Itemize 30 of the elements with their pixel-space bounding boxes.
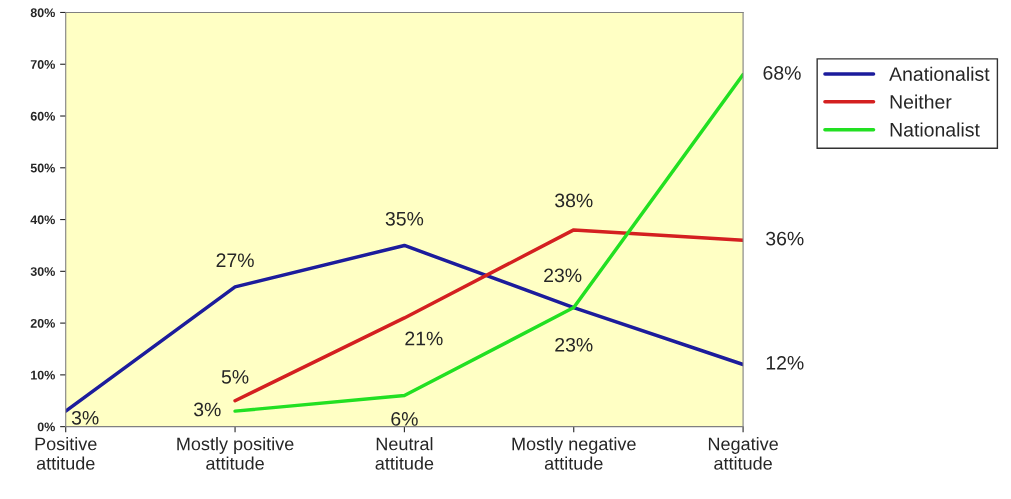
y-tick-label: 30% — [30, 267, 55, 276]
y-tick-label: 70% — [30, 60, 55, 69]
y-tick-label: 0% — [37, 422, 55, 432]
y-tick-label: 40% — [30, 215, 55, 225]
x-tick-label: Mostly positive attitude — [177, 437, 294, 470]
data-label: 36% — [766, 231, 804, 246]
y-tick-label: 60% — [30, 111, 55, 121]
data-label: 6% — [391, 412, 418, 426]
data-label: 23% — [544, 268, 582, 283]
legend-label: Anationalist — [889, 66, 990, 81]
y-tick-label: 50% — [30, 163, 55, 173]
x-tick-label: Positive attitude — [35, 437, 97, 470]
x-tick-label: Mostly negative attitude — [512, 437, 636, 470]
data-label: 68% — [763, 66, 801, 80]
y-tick-label: 20% — [30, 318, 55, 328]
data-label: 21% — [405, 331, 443, 346]
x-tick-label: Neutral attitude — [375, 437, 434, 470]
data-label: 5% — [221, 370, 249, 384]
y-tick-label: 10% — [31, 370, 55, 380]
data-label: 3% — [193, 402, 221, 417]
data-label: 3% — [71, 410, 99, 425]
y-tick-label: 80% — [30, 8, 55, 18]
data-label: 12% — [766, 355, 804, 370]
data-label: 35% — [385, 211, 424, 226]
legend-label: Nationalist — [890, 122, 980, 137]
data-label: 27% — [216, 253, 254, 268]
x-tick-label: Negative attitude — [708, 437, 778, 470]
legend-label: Neither — [890, 94, 952, 109]
data-label: 38% — [555, 193, 593, 208]
data-label: 23% — [555, 337, 593, 352]
